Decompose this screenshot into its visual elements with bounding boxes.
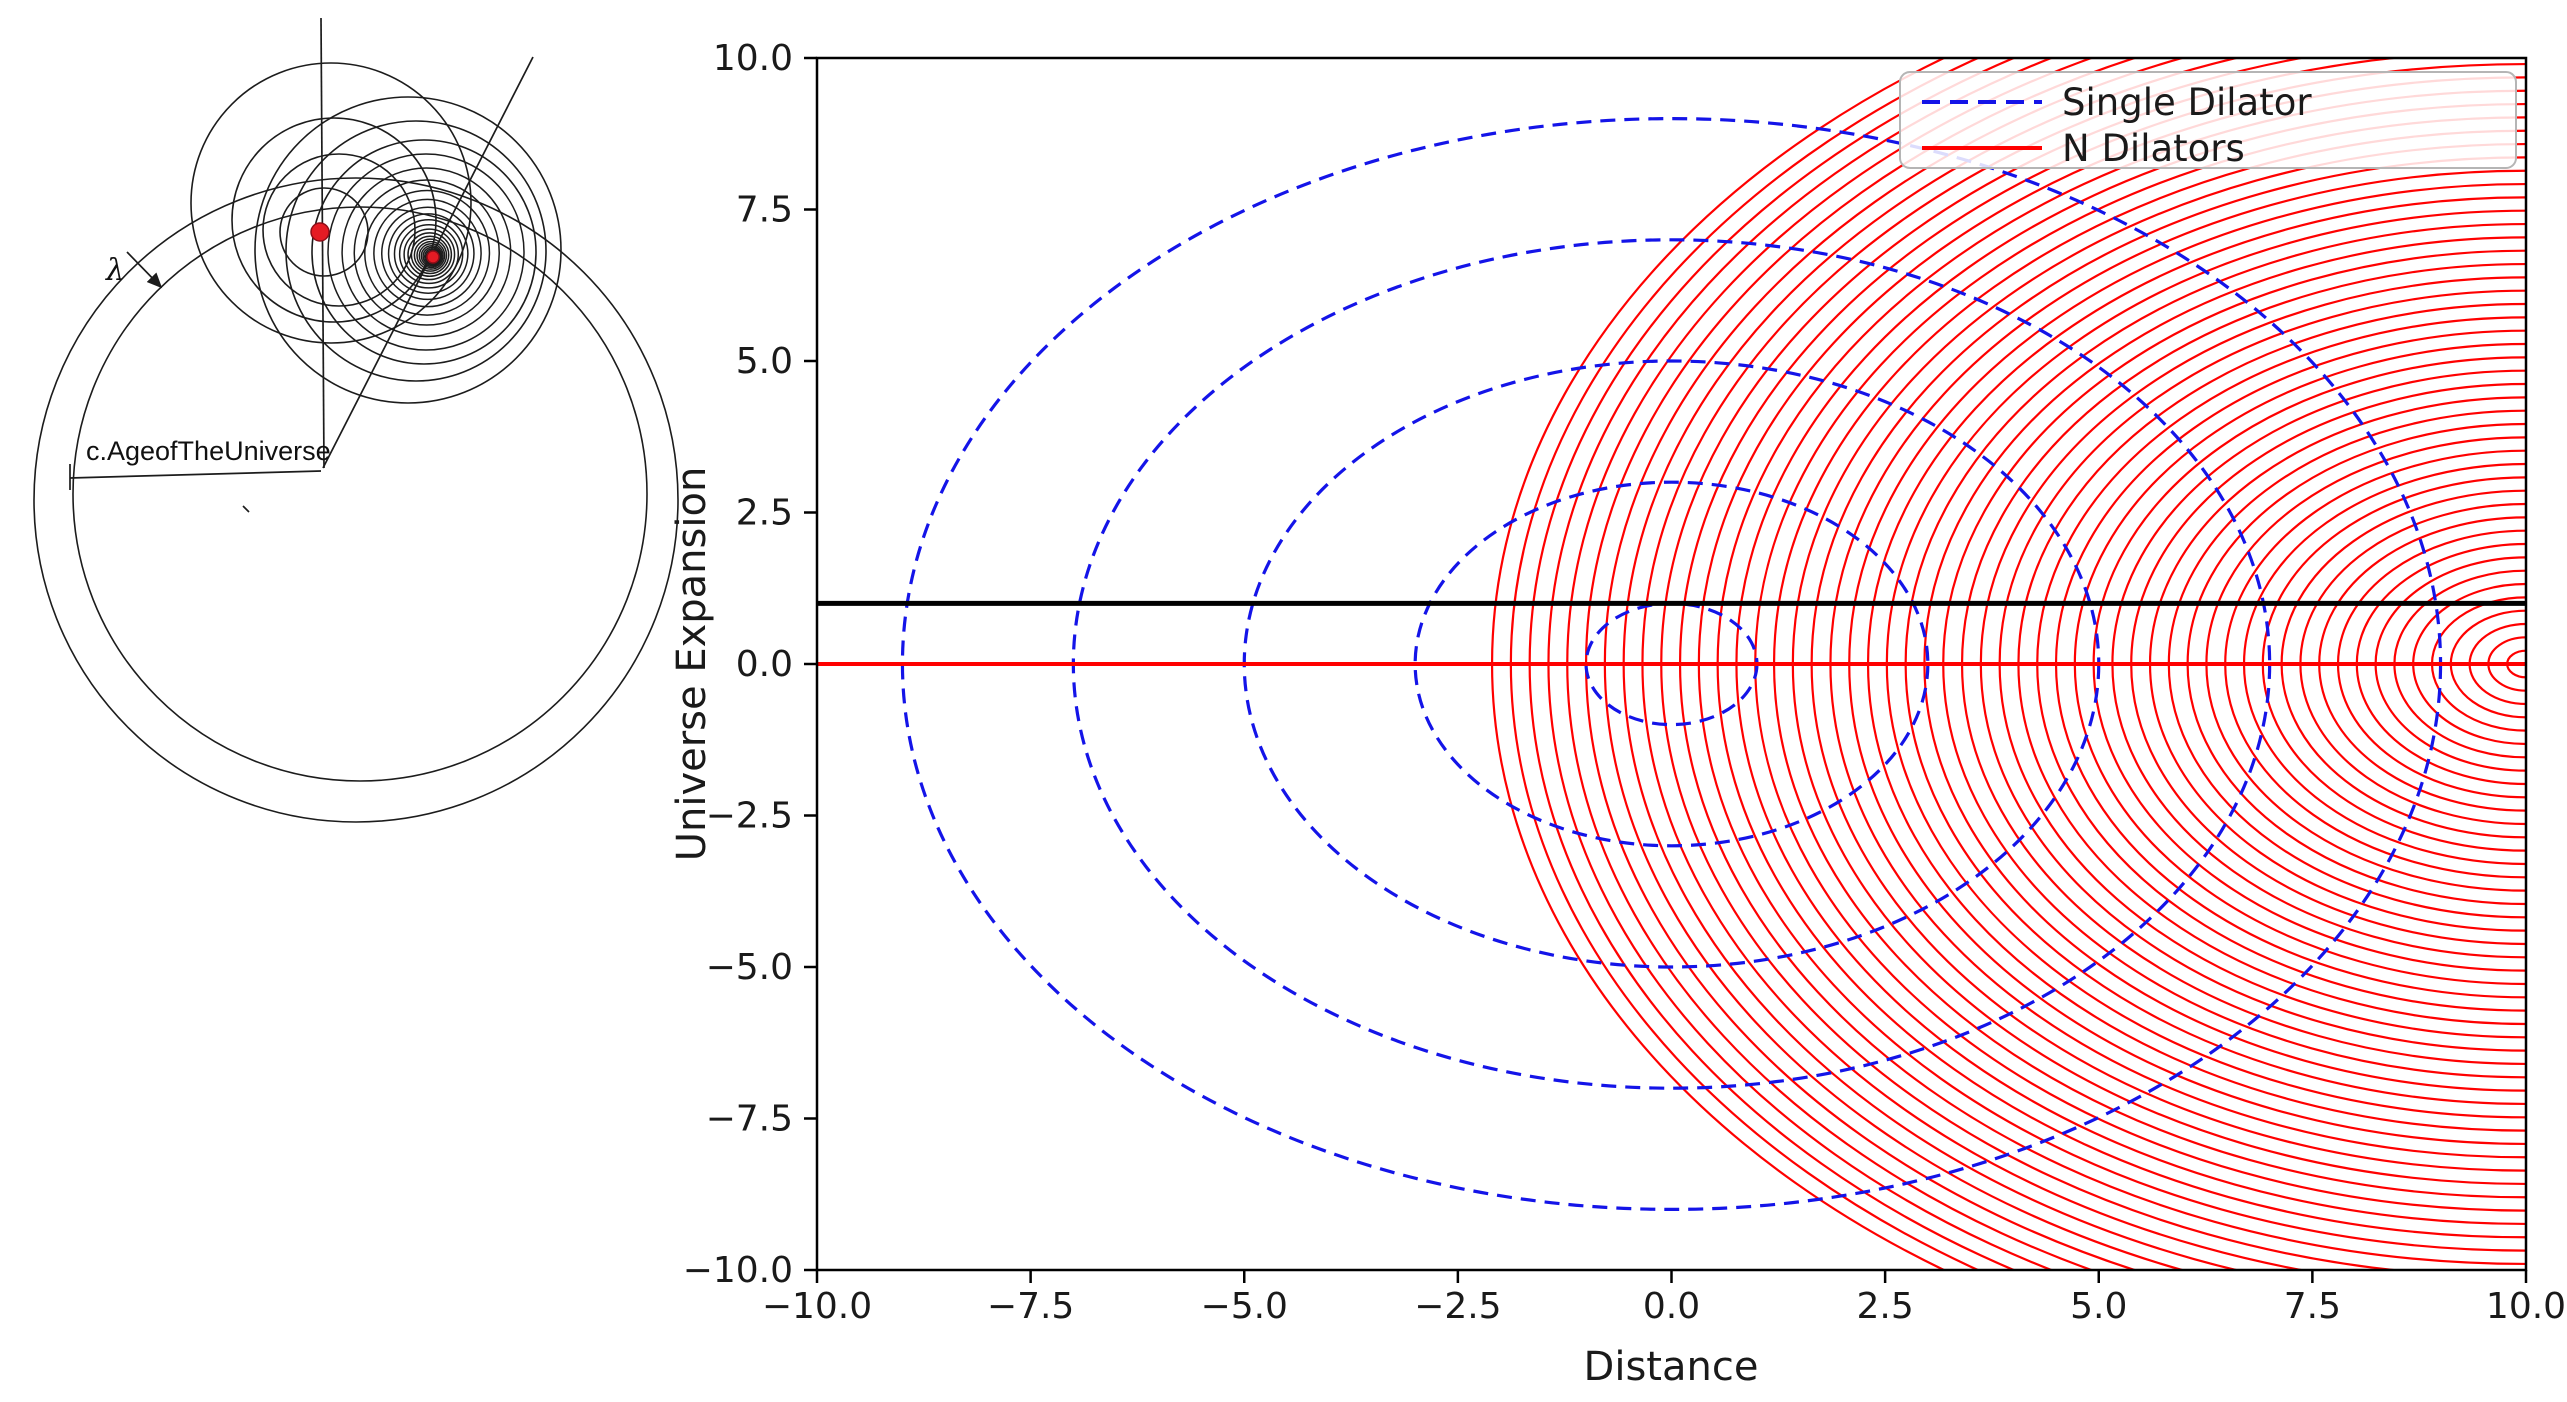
y-tick-label: 5.0: [736, 341, 793, 382]
wavefront-circle: [262, 153, 416, 307]
y-tick-label: 7.5: [736, 190, 793, 231]
legend-box: [1899, 71, 2517, 169]
x-tick-label: −2.5: [1414, 1286, 1501, 1327]
wavefront-circle: [72, 206, 648, 782]
x-axis-label: Distance: [1584, 1344, 1759, 1390]
dilator-dot: [426, 250, 440, 264]
wavefront-diagram: λ c.AgeofTheUniverse: [33, 17, 679, 823]
wavefront-circle: [353, 179, 500, 326]
x-tick-label: −5.0: [1201, 1286, 1288, 1327]
reference-lines: [817, 600, 2526, 666]
wavefront-circle: [285, 120, 547, 382]
dilator-dots: [310, 222, 440, 264]
x-tick-label: 5.0: [2070, 1286, 2127, 1327]
wavefront-circles: [33, 62, 679, 823]
wavefront-circle: [387, 213, 469, 294]
x-tick-label: 7.5: [2284, 1286, 2341, 1327]
wavefront-circle: [341, 167, 512, 338]
legend-label-n-dilators: N Dilators: [2062, 127, 2245, 170]
wavefront-circle: [254, 96, 562, 404]
legend-label-single-dilator: Single Dilator: [2062, 81, 2312, 124]
wavefront-circle: [393, 218, 464, 289]
wavefront-circle: [403, 228, 456, 281]
y-tick-label: 0.0: [736, 644, 793, 685]
n-dilator-circle: [1491, 58, 1947, 1270]
wavefront-circle: [311, 139, 537, 365]
wavefront-circle: [420, 244, 443, 267]
radial-line-vertical: [320, 17, 325, 469]
y-tick-label: −10.0: [683, 1250, 793, 1291]
wavefront-circle: [33, 177, 679, 823]
dilator-chart: −10.0 −7.5 −5.0 −2.5 0.0 2.5 5.0 7.5 10.0 −10.0 −7…: [669, 38, 2566, 1390]
radial-line-diagonal: [322, 56, 534, 469]
wavefront-circle: [418, 243, 444, 269]
age-label: c.AgeofTheUniverse: [86, 436, 331, 466]
wavefront-circle: [190, 62, 472, 344]
wavefront-circle: [398, 224, 460, 285]
axis-ticks: −10.0 −7.5 −5.0 −2.5 0.0 2.5 5.0 7.5 10.0 −10.0 −7…: [683, 38, 2566, 1327]
x-tick-label: 0.0: [1643, 1286, 1700, 1327]
wavefront-circle: [380, 206, 475, 301]
y-tick-label: 2.5: [736, 493, 793, 534]
x-tick-label: 10.0: [2486, 1286, 2566, 1327]
n-dilators-series: [1491, 58, 2526, 1270]
wavefront-circle: [422, 246, 442, 266]
wavefront-circle: [410, 235, 450, 275]
legend: Single Dilator N Dilators: [1899, 71, 2517, 170]
stray-mark: [242, 505, 250, 513]
x-tick-label: −10.0: [762, 1286, 872, 1327]
wavefront-circle: [373, 198, 482, 308]
x-tick-label: 2.5: [1856, 1286, 1913, 1327]
dilator-dot: [310, 222, 330, 242]
x-tick-label: −7.5: [987, 1286, 1074, 1327]
wavefront-circle: [327, 153, 525, 351]
wavelength-label: λ: [105, 253, 125, 288]
y-tick-label: −2.5: [706, 796, 793, 837]
age-dimension-line: [69, 470, 322, 479]
y-tick-label: 10.0: [713, 38, 793, 79]
y-tick-label: −5.0: [706, 947, 793, 988]
wavefront-circle: [364, 189, 491, 316]
diagram-lines: [69, 17, 534, 513]
wavefront-circle: [416, 240, 446, 270]
y-axis-label: Universe Expansion: [669, 467, 715, 862]
wavefront-circle: [407, 232, 453, 278]
wavefront-circle: [413, 238, 448, 272]
y-tick-label: −7.5: [706, 1099, 793, 1140]
wavelength-arrow: [126, 251, 163, 289]
